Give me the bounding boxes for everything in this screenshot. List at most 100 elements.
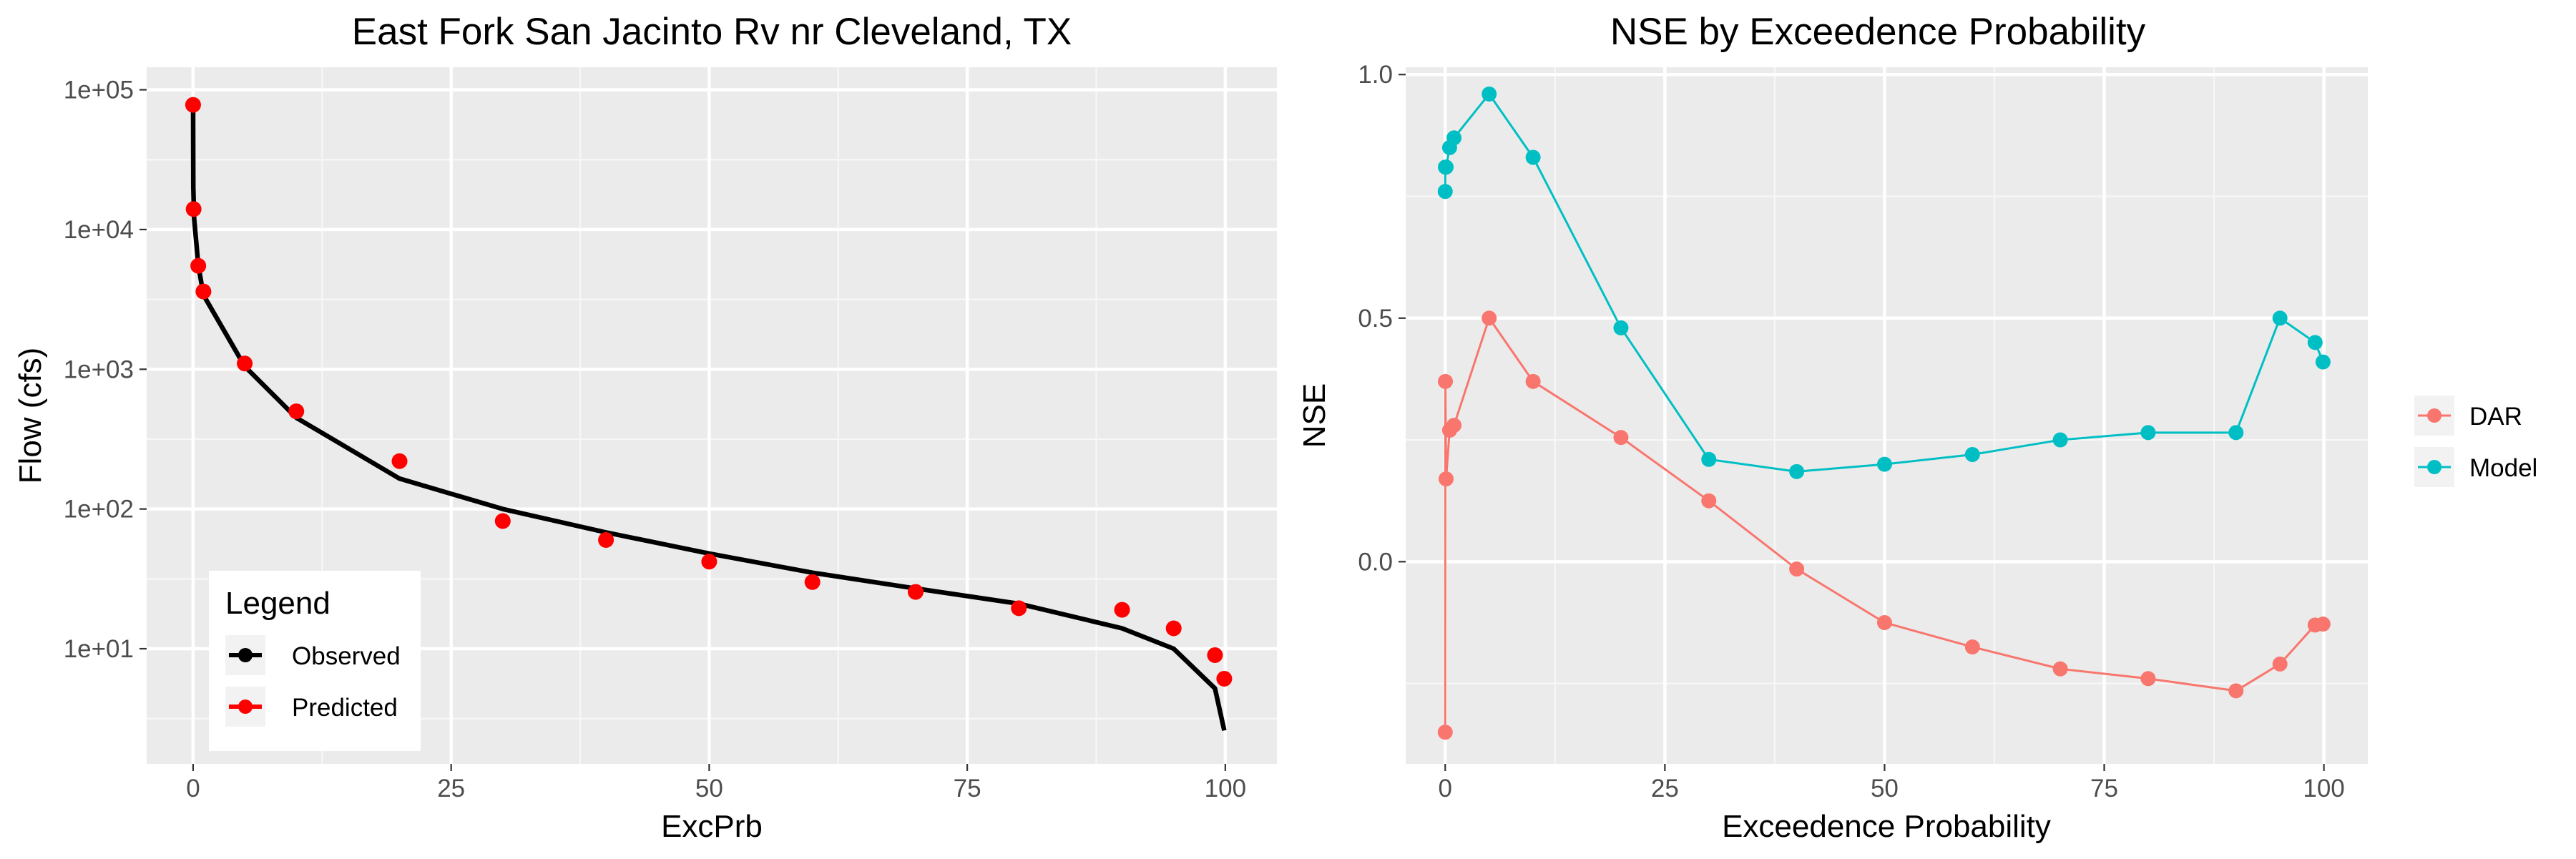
data-point-predicted [701,554,718,570]
legend: DAR Model [2414,396,2537,487]
data-point-predicted [185,201,202,217]
legend-key-point [238,648,253,662]
flow-duration-chart: East Fork San Jacinto Rv nr Cleveland, T… [13,11,1277,844]
x-axis-title: Exceedence Probability [1722,809,2051,844]
data-point-model [2272,310,2288,326]
data-point-predicted [598,532,614,548]
data-point-predicted [1011,600,1027,617]
legend: Legend Observed Predicted [209,571,421,751]
legend-label-predicted: Predicted [292,694,398,722]
y-tick-label: 1.0 [1358,61,1393,89]
grid-lines [1406,67,2368,764]
data-point-dar [1789,561,1805,577]
x-tick-label: 75 [2090,775,2118,802]
data-point-predicted [195,283,212,300]
grid-lines [147,67,1277,764]
data-point-dar [1446,418,1462,433]
y-tick-label: 1e+02 [64,496,134,524]
data-point-model [1446,130,1462,146]
x-tick-label: 75 [954,775,981,802]
legend-label-dar: DAR [2469,403,2522,431]
data-point-dar [1964,639,1980,655]
legend-entry-predicted: Predicted [225,687,398,727]
series-layer [185,97,1233,732]
data-point-model [1437,184,1453,200]
x-tick-label: 0 [1439,775,1452,802]
legend-title: Legend [225,586,330,621]
x-tick-label: 50 [695,775,723,802]
data-point-predicted [494,513,511,529]
data-point-dar [2052,661,2068,677]
x-tick-label: 100 [1205,775,1246,802]
chart-title: NSE by Exceedence Probability [1610,11,2146,53]
plot-panel [1406,67,2368,764]
data-point-dar [1876,614,1892,630]
legend-entry-observed: Observed [225,635,401,675]
legend-entry-dar: DAR [2414,396,2522,436]
data-point-dar [1437,725,1453,740]
data-point-model [1439,159,1454,175]
data-point-model [1876,456,1892,472]
data-point-dar [1439,471,1454,487]
legend-key-point [238,700,253,714]
data-point-predicted [1216,670,1233,687]
data-point-model [1613,320,1629,335]
axis-ticks: 0 25 50 75 100 0.0 0.5 1.0 [1358,61,2344,802]
y-tick-label: 1e+03 [64,355,134,383]
data-point-predicted [185,97,201,113]
data-point-predicted [1165,620,1182,637]
data-point-predicted [288,403,305,420]
data-point-model [2052,432,2068,448]
series-layer [1437,86,2331,740]
y-tick-label: 1e+05 [64,77,134,104]
x-tick-label: 25 [437,775,465,802]
y-axis-title: Flow (cfs) [13,348,48,484]
data-point-dar [1438,373,1454,389]
x-tick-label: 25 [1651,775,1679,802]
legend-key-point [2427,408,2442,423]
x-axis-title: ExcPrb [661,809,763,844]
data-point-dar [1525,373,1541,389]
data-point-model [1964,446,1980,462]
data-point-dar [2315,617,2331,632]
y-tick-label: 1e+01 [64,635,134,663]
data-point-predicted [907,584,924,600]
legend-key-point [2427,460,2442,474]
data-point-predicted [1207,647,1223,663]
data-point-dar [2272,656,2288,672]
data-point-predicted [804,574,821,590]
data-point-predicted [391,453,408,469]
data-point-model [1789,463,1805,479]
data-point-model [1525,149,1541,165]
x-tick-label: 100 [2303,775,2344,802]
y-tick-label: 1e+04 [64,216,134,244]
y-tick-label: 0.5 [1358,305,1393,333]
data-point-dar [2228,683,2244,699]
x-tick-label: 0 [186,775,200,802]
legend-label-model: Model [2469,454,2537,482]
y-axis-title: NSE [1297,383,1332,448]
data-point-predicted [237,355,253,372]
series-line-dar [1444,317,2323,732]
data-point-dar [1701,493,1717,509]
nse-chart: NSE by Exceedence Probability 0 25 50 75 100… [1297,11,2537,844]
x-tick-label: 50 [1871,775,1899,802]
data-point-dar [2140,671,2156,687]
data-point-predicted [1114,602,1130,618]
series-line-observed [190,104,1227,732]
data-point-model [2307,335,2323,350]
data-point-dar [1482,310,1497,326]
data-point-model [1482,86,1497,102]
legend-entry-model: Model [2414,447,2537,487]
axis-ticks: 0 25 50 75 100 1e+01 1e+02 1e+03 1e+04 1e+05 [64,77,1246,802]
y-tick-label: 0.0 [1358,548,1393,576]
data-point-model [2140,425,2156,441]
data-point-model [2315,354,2331,370]
data-point-model [1701,451,1717,467]
data-point-dar [1613,430,1629,446]
data-point-predicted [190,257,207,274]
legend-label-observed: Observed [292,642,401,670]
data-point-model [2228,425,2244,441]
chart-title: East Fork San Jacinto Rv nr Cleveland, T… [352,11,1072,53]
